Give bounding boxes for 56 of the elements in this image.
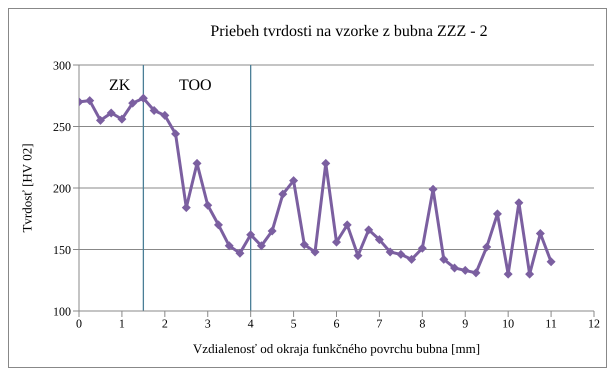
point xyxy=(268,226,277,236)
x-tick-label: 3 xyxy=(204,316,211,331)
point xyxy=(235,248,244,258)
y-tick-label: 150 xyxy=(53,242,71,257)
y-tick-label: 100 xyxy=(53,304,71,318)
x-tick-label: 10 xyxy=(502,316,514,331)
point xyxy=(128,98,138,108)
point xyxy=(278,190,288,199)
y-tick-label: 300 xyxy=(53,58,71,72)
point xyxy=(546,257,556,266)
point xyxy=(300,240,309,250)
point xyxy=(106,108,116,118)
point xyxy=(407,254,416,264)
point xyxy=(203,200,212,210)
point xyxy=(342,220,352,230)
point xyxy=(224,241,234,250)
x-tick-label: 2 xyxy=(162,316,168,331)
point xyxy=(289,176,298,186)
y-tick-label: 200 xyxy=(53,181,71,196)
x-tick-label: 4 xyxy=(248,316,254,331)
x-tick-label: 1 xyxy=(118,316,125,331)
point xyxy=(256,241,266,250)
point xyxy=(364,225,374,234)
point xyxy=(214,220,223,230)
point xyxy=(482,242,492,252)
point xyxy=(171,129,180,138)
annotation: ZK xyxy=(109,77,130,95)
point xyxy=(353,251,362,260)
point xyxy=(85,96,94,106)
point xyxy=(450,263,460,272)
point xyxy=(471,268,480,278)
point xyxy=(138,94,148,103)
x-tick-label: 12 xyxy=(588,316,600,331)
chart-title: Priebeh tvrdosti na vzorke z bubna ZZZ - 2 xyxy=(209,23,489,41)
point xyxy=(386,247,395,256)
point xyxy=(160,110,170,120)
x-tick-label: 9 xyxy=(462,316,468,331)
point xyxy=(460,266,470,275)
point xyxy=(374,235,384,244)
x-tick-label: 5 xyxy=(290,316,297,331)
point xyxy=(150,106,159,116)
x-tick-label: 7 xyxy=(376,316,382,331)
x-tick-label: 6 xyxy=(334,316,340,331)
point xyxy=(439,254,448,264)
point xyxy=(396,250,406,259)
annotation: TOO xyxy=(179,77,212,95)
point xyxy=(246,230,256,240)
y-tick-label: 250 xyxy=(53,120,71,134)
x-tick-label: 8 xyxy=(419,316,426,331)
point xyxy=(117,114,126,124)
x-axis-title: Vzdialenosť od okraja funkčného povrchu bubna [mm] xyxy=(192,341,480,356)
x-tick-label: 11 xyxy=(545,316,557,331)
point xyxy=(96,116,105,125)
y-axis-title: Tvrdosť [HV 02] xyxy=(20,143,35,233)
point xyxy=(418,244,427,253)
x-tick-label: 0 xyxy=(76,316,82,331)
